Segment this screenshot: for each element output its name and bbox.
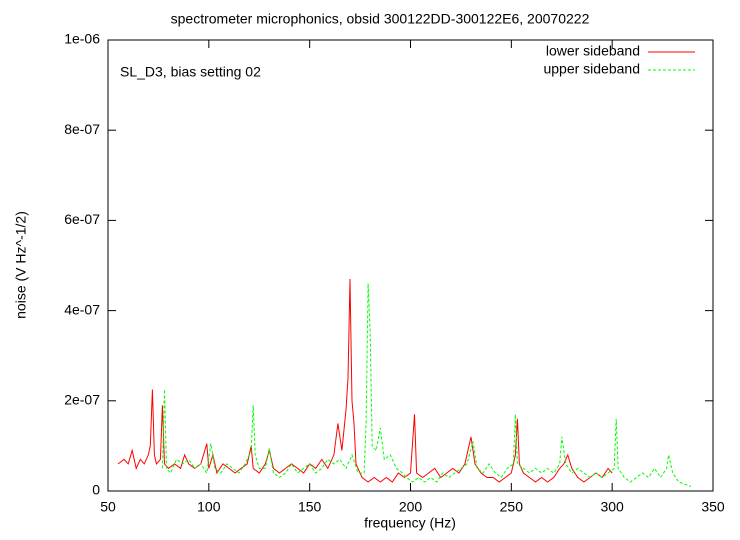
x-tick-label: 100 [197,499,221,515]
chart-title: spectrometer microphonics, obsid 300122D… [171,11,590,27]
y-tick-label: 4e-07 [64,301,100,317]
plot-frame [107,39,714,492]
y-tick-label: 0 [92,482,100,498]
x-tick-label: 200 [399,499,423,515]
x-tick-label: 350 [701,499,725,515]
x-tick-label: 50 [100,499,116,515]
x-axis-label: frequency (Hz) [364,515,456,531]
annotation: SL_D3, bias setting 02 [120,64,261,80]
legend-label: lower sideband [546,43,640,59]
y-tick-label: 2e-07 [64,392,100,408]
x-tick-label: 300 [600,499,624,515]
y-tick-label: 1e-06 [64,31,100,47]
legend-label: upper sideband [543,61,640,77]
y-tick-label: 8e-07 [64,121,100,137]
y-axis-label: noise (V Hz^-1/2) [13,211,29,319]
series-line [161,283,691,487]
x-tick-label: 150 [298,499,322,515]
x-tick-label: 250 [500,499,524,515]
y-tick-label: 6e-07 [64,211,100,227]
